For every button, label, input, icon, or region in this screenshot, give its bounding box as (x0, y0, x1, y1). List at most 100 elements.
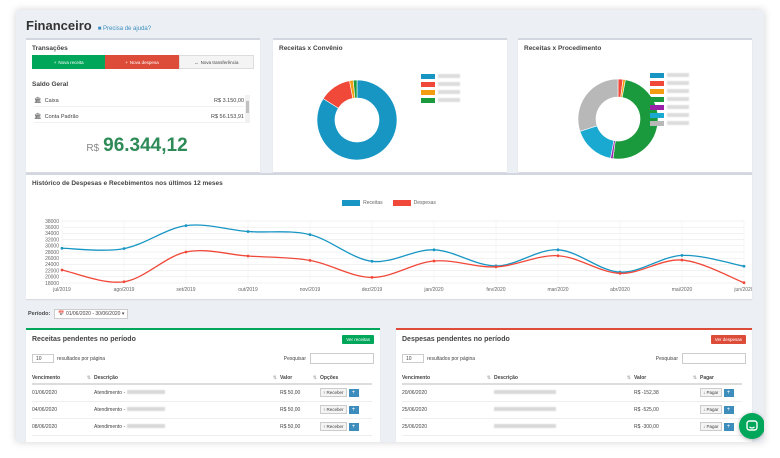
y-tick-label: 36000 (45, 225, 59, 231)
account-name: Caixa (44, 97, 59, 104)
plus-icon: + (53, 59, 57, 65)
ver-despesas-button[interactable]: Ver despesas (710, 335, 746, 344)
period-label: Período: (28, 311, 51, 317)
data-point[interactable] (60, 268, 64, 272)
data-point[interactable] (618, 271, 622, 275)
table-search: Pesquisar (284, 353, 374, 364)
receitas-table: Vencimento ⇅ Descrição ⇅ Valor ⇅ Opções 01/… (32, 372, 372, 436)
x-tick-label: ago/2019 (114, 287, 135, 293)
legend-item[interactable] (650, 71, 689, 79)
col-valor[interactable]: Valor ⇅ (634, 372, 700, 385)
add-button[interactable]: + (723, 405, 734, 414)
page-header: Financeiro ■ Precisa de ajuda? (26, 18, 151, 38)
col-valor[interactable]: Valor ⇅ (280, 372, 320, 385)
col-vencimento[interactable]: Vencimento ⇅ (402, 372, 494, 385)
page-length-select[interactable]: 10 (32, 354, 54, 363)
accounts-scrollbar[interactable] (245, 95, 250, 123)
data-point[interactable] (370, 259, 374, 263)
donut-slice[interactable] (579, 125, 615, 159)
series-line-receitas (61, 224, 745, 273)
table-row: 08/06/2020 Atendimento - R$ 50,00 ↑ Rece… (32, 418, 372, 436)
receitas-pendentes-title: Receitas pendentes no período (32, 336, 136, 343)
data-point[interactable] (122, 280, 126, 284)
data-point[interactable] (680, 258, 684, 262)
data-point[interactable] (60, 246, 64, 250)
data-point[interactable] (122, 247, 126, 250)
period-date-picker[interactable]: 📅 01/06/2020 - 30/06/2020 ▾ (54, 309, 129, 319)
legend-item[interactable] (650, 79, 689, 87)
data-point[interactable] (742, 281, 746, 285)
data-point[interactable] (184, 250, 188, 254)
donut-slice[interactable] (577, 78, 619, 132)
data-point[interactable] (432, 248, 436, 252)
legend-receitas[interactable]: Receitas (342, 200, 383, 206)
receitas-pendentes-box: Receitas pendentes no período Ver receit… (26, 328, 380, 442)
pagar-button[interactable]: ↓ Pagar (700, 422, 722, 431)
add-button[interactable]: + (723, 422, 734, 431)
y-tick-label: 38000 (45, 219, 59, 225)
legend-item[interactable] (421, 96, 460, 104)
chat-button[interactable] (739, 413, 764, 439)
calendar-icon: 📅 (58, 311, 65, 317)
new-income-button[interactable]: + Nova receita (32, 55, 106, 69)
col-descricao[interactable]: Descrição ⇅ (94, 372, 280, 385)
receber-button[interactable]: ↑ Receber (320, 388, 347, 398)
page-length: 10 resultados por página (402, 354, 475, 363)
data-point[interactable] (246, 230, 250, 233)
legend-item[interactable] (421, 72, 460, 80)
legend-item[interactable] (650, 111, 689, 119)
pagar-button[interactable]: ↓ Pagar (700, 388, 722, 398)
x-tick-label: abr/2020 (610, 287, 630, 293)
add-button[interactable]: + (723, 388, 734, 397)
data-point[interactable] (184, 224, 188, 228)
data-point[interactable] (680, 254, 684, 257)
data-point[interactable] (556, 254, 560, 258)
data-point[interactable] (370, 276, 374, 279)
legend-item[interactable] (650, 87, 689, 95)
data-point[interactable] (246, 254, 250, 258)
sort-icon: ⇅ (272, 375, 277, 381)
col-descricao[interactable]: Descrição ⇅ (494, 372, 634, 385)
add-button[interactable]: + (348, 422, 359, 431)
new-expense-button[interactable]: + Nova despesa (105, 55, 179, 69)
legend-item[interactable] (650, 103, 689, 111)
legend-item[interactable] (650, 119, 689, 127)
convenio-box: Receitas x Convênio (273, 38, 507, 172)
legend-item[interactable] (421, 88, 460, 96)
receber-button[interactable]: ↑ Receber (320, 422, 347, 431)
sort-icon: ⇅ (86, 375, 91, 381)
data-point[interactable] (494, 265, 498, 269)
data-point[interactable] (556, 248, 560, 252)
search-input[interactable] (682, 353, 746, 364)
ver-receitas-button[interactable]: Ver receitas (342, 335, 374, 344)
x-tick-label: set/2019 (176, 287, 195, 293)
pagar-button[interactable]: ↓ Pagar (700, 405, 722, 414)
new-transfer-button[interactable]: ↔ Nova transferência (178, 55, 254, 69)
historico-line-chart: 3800036000340003200030000280002600024000… (45, 219, 752, 293)
donut-slice[interactable] (316, 79, 398, 161)
legend-despesas[interactable]: Despesas (392, 200, 436, 206)
x-tick-label: nov/2019 (300, 287, 321, 293)
transaction-buttons: + Nova receita + Nova despesa ↔ Nova transf… (32, 55, 254, 69)
page-length-select[interactable]: 10 (402, 354, 424, 363)
despesas-pendentes-title: Despesas pendentes no período (402, 336, 510, 343)
help-link[interactable]: ■ Precisa de ajuda? (97, 26, 152, 32)
data-point[interactable] (432, 259, 436, 263)
data-point[interactable] (308, 233, 312, 237)
legend-item[interactable] (650, 95, 689, 103)
data-point[interactable] (742, 264, 746, 268)
receber-button[interactable]: ↑ Receber (320, 405, 347, 414)
donut-slice[interactable] (352, 79, 358, 99)
bank-icon: 🏛 (34, 98, 42, 104)
data-point[interactable] (308, 258, 312, 262)
add-button[interactable]: + (348, 405, 359, 414)
legend-item[interactable] (421, 80, 460, 88)
table-row: 25/06/2020 R$ -300,00 ↓ Pagar + (402, 418, 742, 436)
despesas-pendentes-box: Despesas pendentes no período Ver despes… (396, 328, 752, 442)
search-input[interactable] (310, 353, 374, 364)
col-vencimento[interactable]: Vencimento ⇅ (32, 372, 94, 385)
x-tick-label: jan/2020 (423, 287, 443, 293)
procedimento-title: Receitas x Procedimento (524, 45, 602, 52)
table-row: 04/06/2020 Atendimento - R$ 50,00 ↑ Rece… (32, 401, 372, 419)
add-button[interactable]: + (348, 388, 359, 397)
